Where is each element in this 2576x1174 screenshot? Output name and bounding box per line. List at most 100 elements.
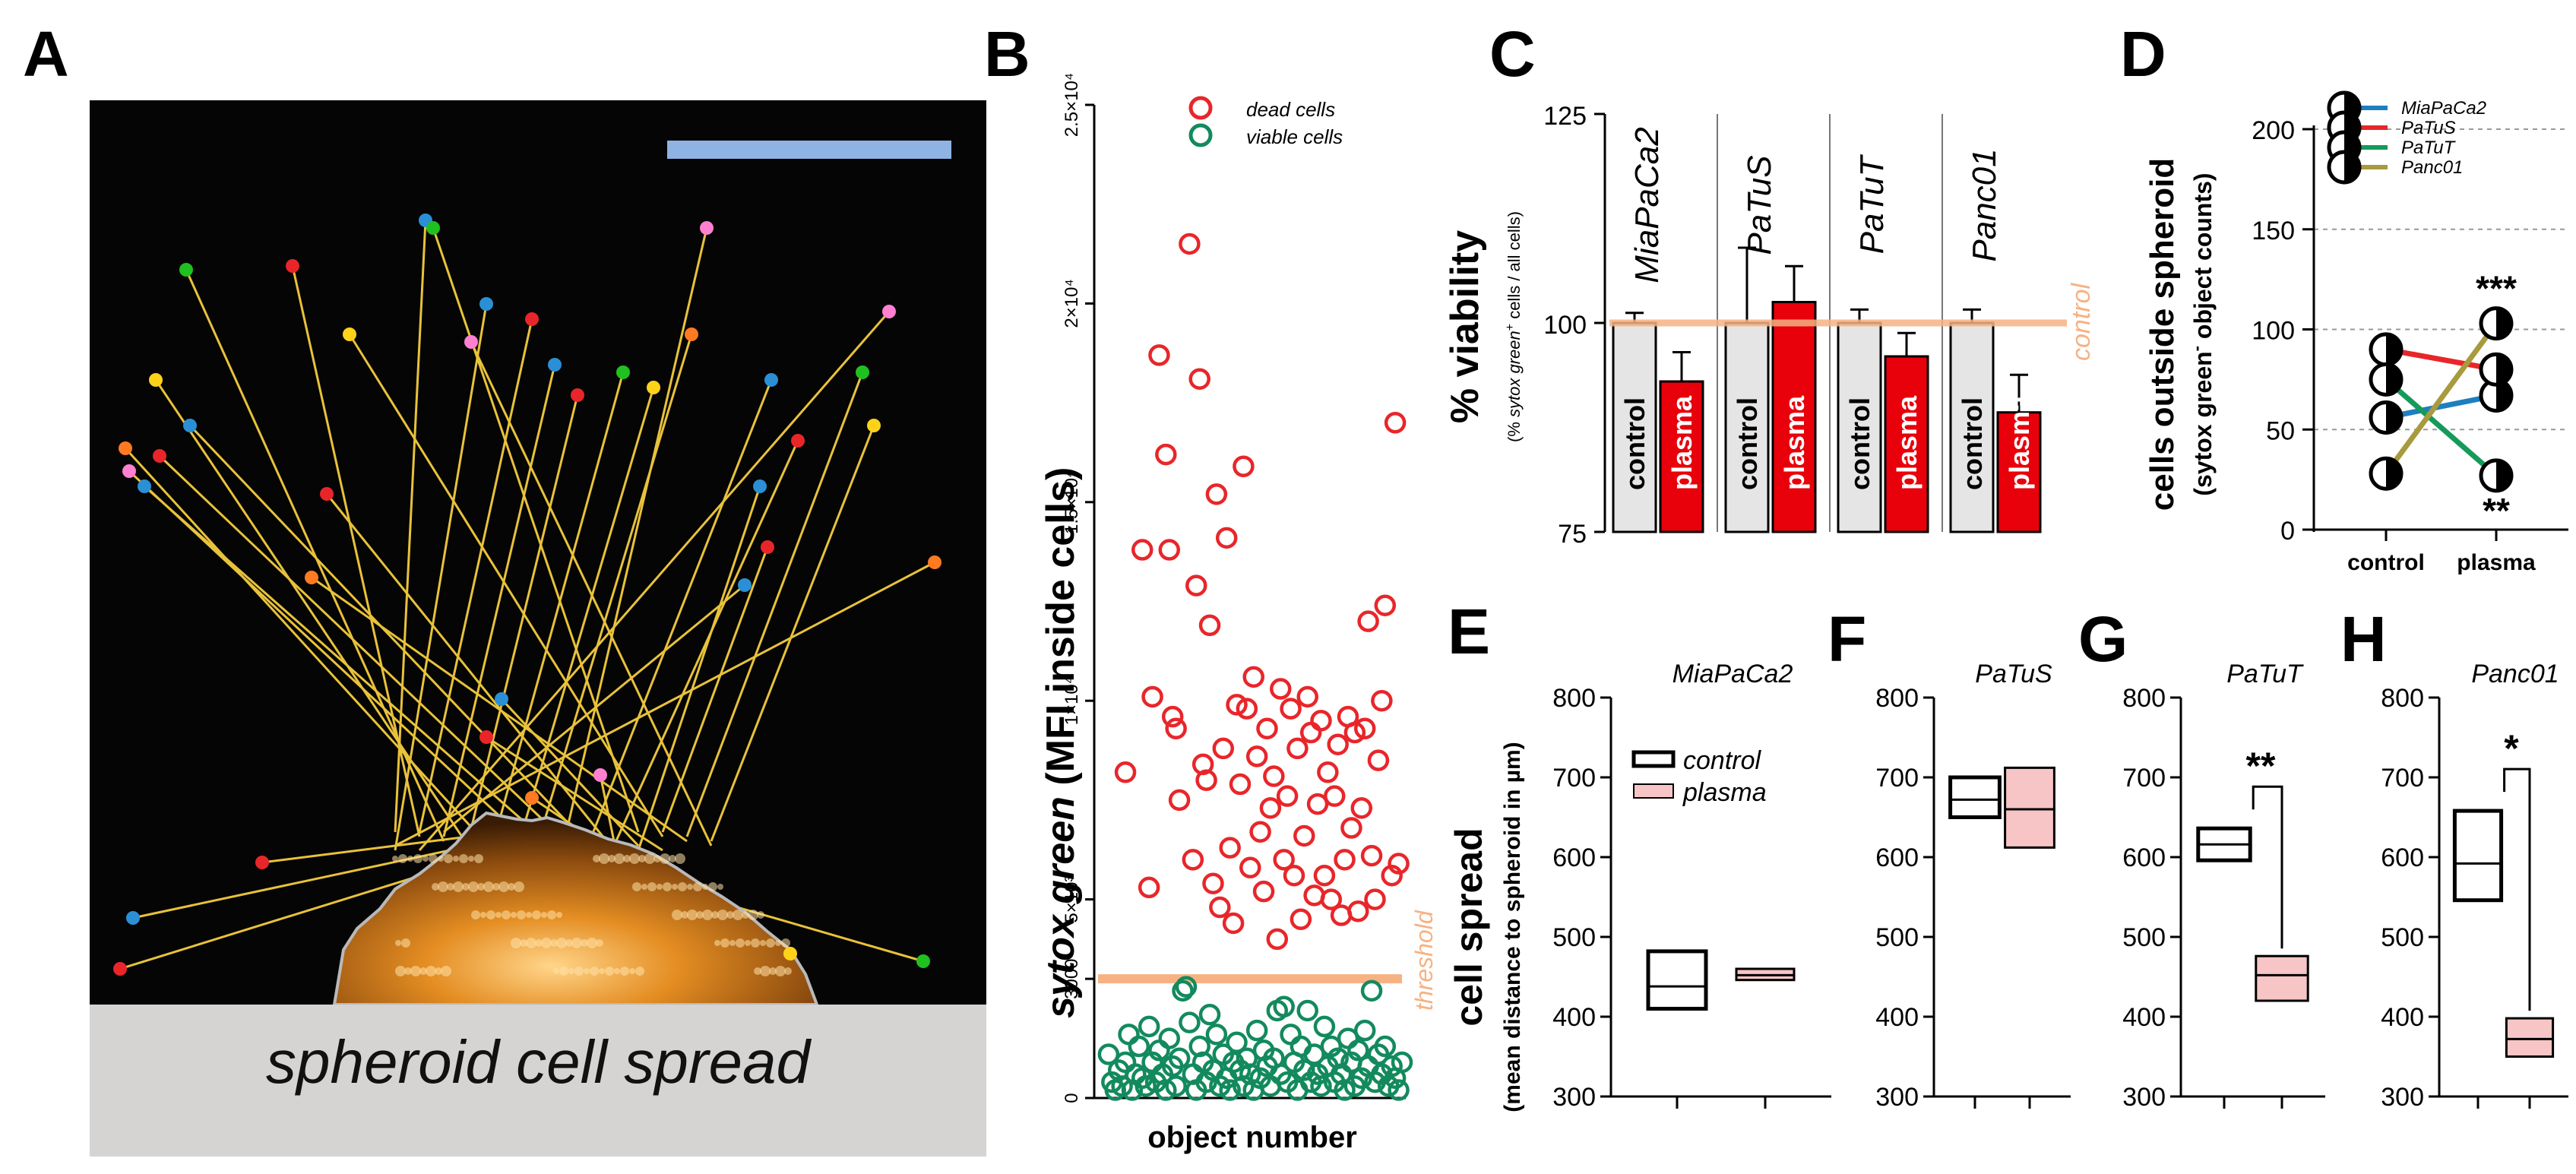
tracking-line xyxy=(442,364,556,837)
tracking-line xyxy=(394,303,488,851)
dead-cell-point xyxy=(1306,793,1329,815)
dead-cell-point xyxy=(1249,821,1271,843)
tracked-cell-dot xyxy=(928,555,941,569)
dead-cell-point xyxy=(1286,737,1309,760)
tracking-line xyxy=(311,576,688,843)
d-significance: *** xyxy=(2476,269,2517,309)
viable-cell-point xyxy=(1296,999,1318,1022)
box-control xyxy=(1646,949,1708,1011)
tracking-line xyxy=(432,227,640,833)
tracking-line xyxy=(188,424,591,847)
box-y-tick-label: 400 xyxy=(1552,1003,1596,1032)
spheroid-cell-speck xyxy=(508,883,515,891)
tracking-line xyxy=(470,341,713,846)
spheroid-cell-speck xyxy=(599,968,605,974)
spheroid-cell-speck xyxy=(413,854,422,863)
dead-cell-point xyxy=(1222,912,1245,935)
tracked-cell-dot xyxy=(320,487,334,501)
spheroid-cell-speck xyxy=(717,884,723,890)
spheroid-cell-speck xyxy=(541,912,547,918)
tracking-line xyxy=(467,394,579,842)
dead-cell-point xyxy=(1141,685,1163,708)
tracking-line xyxy=(588,379,773,842)
box-y-tick-label: 300 xyxy=(1875,1083,1919,1112)
d-point-fill xyxy=(2344,152,2359,182)
d-point-fill xyxy=(2386,334,2401,365)
e-y-sublabel: (mean distance to spheroid in µm) xyxy=(1500,742,1525,1112)
d-point-fill xyxy=(2496,354,2511,385)
significance-label: ** xyxy=(2246,745,2276,787)
tracking-line xyxy=(637,486,761,851)
b-y-tick-label: 2.5×10⁴ xyxy=(1062,73,1082,137)
spheroid-cell-speck xyxy=(410,966,421,976)
tracked-cell-dot xyxy=(700,221,714,235)
b-y-tick-label: 3000 xyxy=(1062,958,1082,998)
spheroid-cell-speck xyxy=(702,910,713,920)
panel-label-e: E xyxy=(1448,596,1490,667)
box-panel-f: 300 400 500 600 700 800 PaTuS xyxy=(1875,660,2071,1112)
spheroid-cell-speck xyxy=(693,882,702,891)
box-panel-title: PaTuS xyxy=(1975,660,2052,688)
viable-cell-point xyxy=(1172,979,1194,1002)
dead-cell-point xyxy=(1293,824,1315,847)
tracked-cell-dot xyxy=(343,328,356,341)
dead-cell-point xyxy=(1226,694,1248,716)
dead-cell-point xyxy=(1148,344,1170,366)
spheroid-cell-speck xyxy=(395,940,401,946)
dead-cell-point xyxy=(1198,614,1221,637)
spheroid-cell-speck xyxy=(629,853,640,864)
viable-cell-point xyxy=(1168,1047,1191,1069)
spheroid-cell-speck xyxy=(647,882,657,891)
viable-cell-point xyxy=(1273,995,1295,1018)
dead-cell-point xyxy=(1233,455,1255,477)
box-y-tick-label: 600 xyxy=(2122,843,2166,872)
viable-cell-point xyxy=(1353,1019,1376,1042)
panel-label-h: H xyxy=(2340,603,2387,675)
viable-cell-point xyxy=(1195,1071,1217,1093)
box-y-tick-label: 300 xyxy=(2122,1083,2166,1112)
spheroid-cell-speck xyxy=(653,855,661,862)
c-y-sublabel: (% sytox green+ cells / all cells) xyxy=(1504,211,1524,442)
spheroid-cell-speck xyxy=(623,855,631,862)
c-bar-control xyxy=(1612,321,1657,533)
tracked-cell-dot xyxy=(867,419,881,432)
spheroid-cell-speck xyxy=(632,882,641,891)
c-y-label: % viability xyxy=(1443,230,1487,423)
spheroid-cell-speck xyxy=(520,939,527,947)
tracked-cell-dot xyxy=(464,335,478,349)
spheroid-cell-speck xyxy=(729,940,736,946)
box-y-tick-label: 700 xyxy=(1552,764,1596,793)
spheroid-cell-speck xyxy=(769,967,777,975)
box-panel-title: Panc01 xyxy=(2471,660,2559,688)
dead-cell-point xyxy=(1185,574,1207,596)
dead-cell-point xyxy=(1334,849,1356,871)
spheroid-cell-speck xyxy=(748,910,758,920)
tracking-line xyxy=(685,372,864,837)
tracking-line xyxy=(515,387,655,851)
tracking-line xyxy=(443,584,745,834)
spheroid-cell-speck xyxy=(556,912,562,918)
tracked-cell-dot xyxy=(122,464,136,478)
panel-label-g: G xyxy=(2078,603,2128,675)
b-y-tick-label: 1×10⁴ xyxy=(1062,676,1082,725)
spheroid-cell-speck xyxy=(404,967,412,975)
spheroid-cell-speck xyxy=(502,910,511,919)
dead-cell-point xyxy=(1374,594,1397,616)
box-y-tick-label: 500 xyxy=(2122,923,2166,952)
tracked-cell-dot xyxy=(856,365,869,379)
c-bar-control xyxy=(1949,321,1995,533)
c-bar-plasma xyxy=(1659,380,1704,533)
tracked-cell-dot xyxy=(685,328,698,341)
c-group-label: PaTuS xyxy=(1741,155,1778,255)
tracked-cell-dot xyxy=(149,373,163,387)
tracked-cell-dot xyxy=(571,388,584,402)
spheroid-cell-speck xyxy=(708,882,717,891)
box-y-tick-label: 500 xyxy=(2381,923,2424,952)
spheroid-cell-speck xyxy=(663,882,672,891)
d-y-tick-label: 150 xyxy=(2252,217,2295,245)
tracking-line xyxy=(486,736,663,852)
dead-cell-point xyxy=(1252,880,1275,903)
tracked-cell-dot xyxy=(882,305,896,318)
spheroid-cell-speck xyxy=(401,938,410,948)
